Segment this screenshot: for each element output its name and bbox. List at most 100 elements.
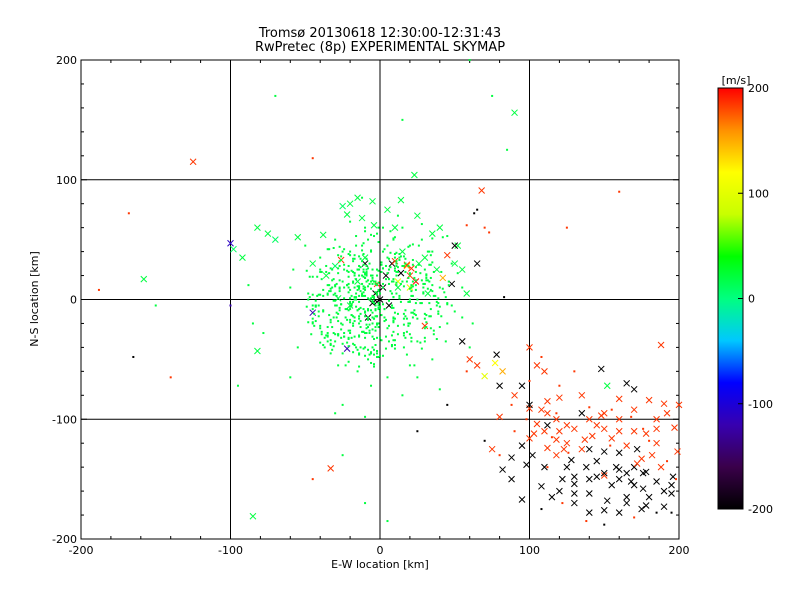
data-point-x: [544, 397, 551, 405]
data-point-x-stroke: [633, 445, 641, 453]
data-point-dot: [311, 304, 314, 307]
data-point-dot: [337, 254, 340, 257]
data-point-x-stroke: [630, 406, 638, 414]
data-point-x: [499, 466, 506, 473]
data-point-x: [593, 473, 601, 481]
data-point-x-stroke: [526, 435, 533, 442]
data-point-x-stroke: [653, 415, 660, 423]
data-point-dot: [370, 233, 373, 236]
data-point-dot: [377, 326, 380, 329]
data-point-x-stroke: [309, 309, 317, 317]
data-point-dot: [367, 309, 370, 312]
data-point-dot: [393, 236, 396, 239]
data-point-dot: [314, 299, 317, 302]
data-point-dot: [349, 302, 352, 305]
data-point-x: [508, 475, 515, 483]
data-point-dot: [395, 264, 398, 267]
data-point-dot: [316, 294, 319, 297]
data-point-dot: [417, 244, 420, 247]
data-point-x: [538, 406, 545, 414]
data-point-dot: [335, 294, 338, 297]
data-point-dot: [425, 273, 428, 276]
data-point-x-stroke: [140, 275, 148, 283]
data-point-dot: [465, 370, 468, 373]
data-point-dot: [381, 250, 384, 253]
data-point-dot: [127, 212, 130, 215]
x-tick-label: -100: [218, 544, 243, 557]
data-point-dot: [429, 254, 432, 257]
data-point-dot: [416, 340, 419, 343]
data-point-dot: [395, 251, 398, 254]
data-point-x: [541, 367, 548, 375]
data-point-x-stroke: [499, 367, 506, 375]
data-point-dot: [377, 302, 380, 305]
data-point-dot: [419, 272, 422, 275]
y-tick-label: -200: [52, 533, 77, 546]
data-point-dot: [431, 358, 434, 361]
data-point-dot: [319, 268, 322, 271]
data-point-dot: [376, 268, 379, 271]
data-point-x-stroke: [600, 448, 608, 455]
data-point-dot: [367, 316, 370, 319]
data-point-dot: [329, 287, 332, 290]
data-point-dot: [422, 292, 425, 295]
data-point-x-stroke: [585, 445, 593, 453]
data-point-x: [140, 275, 148, 283]
data-point-dot: [355, 235, 358, 238]
data-point-dot: [367, 267, 370, 270]
data-point-dot: [359, 346, 362, 349]
data-point-dot: [402, 334, 405, 337]
data-point-dot: [395, 262, 398, 265]
data-point-dot: [377, 241, 380, 244]
data-point-dot: [236, 384, 239, 387]
data-point-dot: [347, 338, 350, 341]
data-point-dot: [353, 316, 356, 319]
data-point-dot: [364, 230, 367, 233]
data-point-dot: [346, 318, 349, 321]
data-point-x-stroke: [508, 475, 515, 483]
data-point-dot: [358, 287, 361, 290]
data-point-x: [556, 427, 563, 435]
data-point-x-stroke: [603, 382, 611, 390]
data-point-dot: [413, 312, 416, 315]
data-point-dot: [405, 353, 408, 356]
data-point-dot: [476, 208, 479, 211]
data-point-x-stroke: [499, 466, 506, 473]
data-point-dot: [379, 306, 381, 309]
data-point-dot: [325, 334, 328, 337]
data-point-dot: [364, 272, 367, 275]
data-point-dot: [498, 454, 501, 457]
data-point-dot: [392, 296, 395, 299]
data-point-dot: [358, 308, 361, 311]
data-point-dot: [355, 346, 358, 349]
data-point-dot: [373, 338, 376, 341]
data-point-dot: [408, 244, 411, 247]
x-tick-label: 200: [669, 544, 690, 557]
data-point-dot: [358, 264, 361, 267]
data-point-x-stroke: [436, 224, 444, 232]
data-point-x-stroke: [397, 196, 405, 204]
data-point-dot: [349, 297, 352, 300]
data-point-dot: [555, 412, 558, 415]
data-point-dot: [398, 294, 401, 297]
data-point-dot: [365, 327, 368, 330]
data-point-dot: [347, 275, 350, 278]
data-point-dot: [374, 329, 377, 332]
data-point-dot: [356, 268, 359, 271]
data-point-dot: [367, 308, 370, 311]
data-point-dot: [432, 270, 435, 273]
data-point-dot: [343, 268, 346, 271]
data-point-x-stroke: [189, 158, 197, 166]
data-point-x-stroke: [660, 400, 668, 408]
data-point-dot: [350, 303, 353, 306]
data-point-dot: [352, 300, 355, 303]
data-point-x-stroke: [630, 385, 638, 393]
data-point-x-stroke: [663, 409, 671, 417]
data-point-dot: [398, 297, 401, 300]
data-point-dot: [364, 315, 367, 318]
data-point-x-stroke: [478, 187, 486, 194]
data-point-dot: [416, 298, 419, 301]
data-point-dot: [437, 302, 440, 305]
data-point-x: [588, 432, 596, 440]
data-point-x-stroke: [657, 341, 665, 349]
